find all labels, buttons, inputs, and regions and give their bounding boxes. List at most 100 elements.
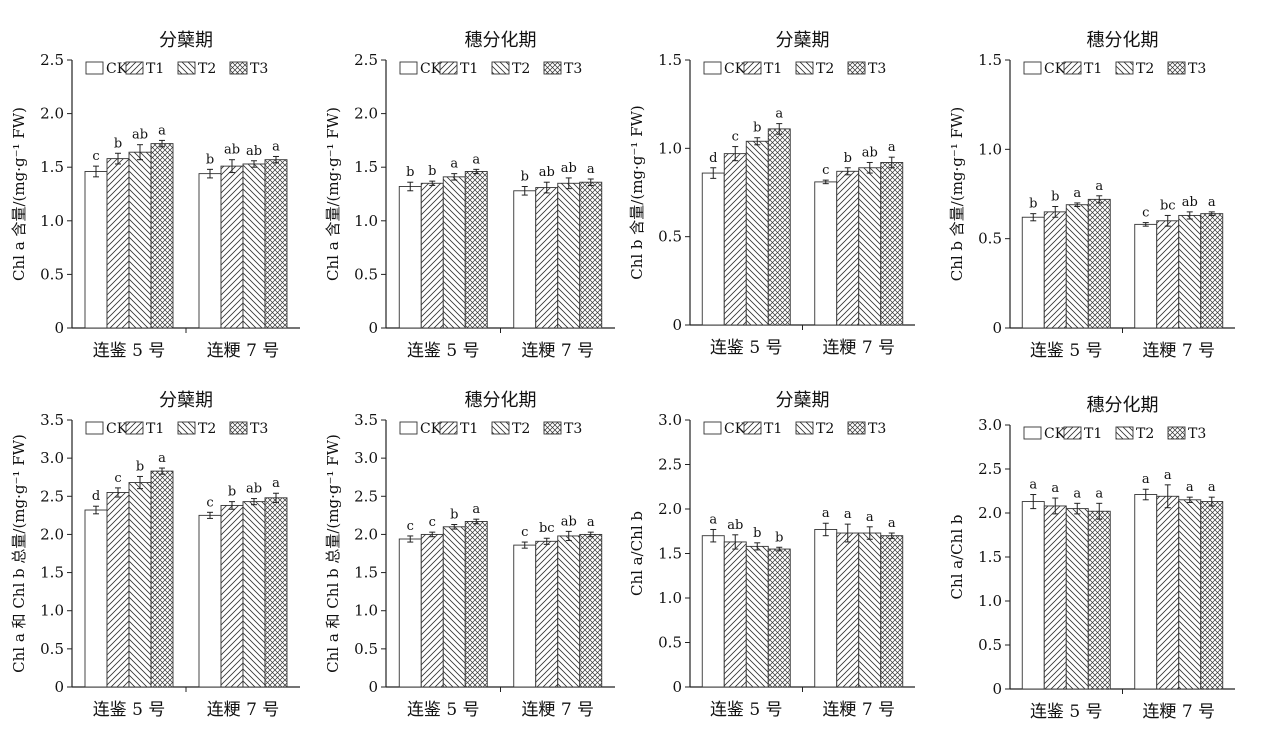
y-tick-label: 1.5 <box>658 51 682 69</box>
y-tick-label: 0 <box>992 680 1002 698</box>
x-tick-label: 连鉴 5 号 <box>93 700 166 720</box>
significance-label: a <box>450 157 458 172</box>
significance-label: a <box>1142 472 1150 487</box>
significance-label: ab <box>246 482 262 497</box>
significance-label: b <box>136 459 144 474</box>
y-tick-label: 1.5 <box>40 158 64 176</box>
y-tick-label: 1.0 <box>658 589 682 607</box>
bar-t2 <box>1178 499 1202 690</box>
y-tick-label: 0.5 <box>658 634 682 652</box>
legend-swatch-t1 <box>125 61 144 75</box>
legend-label-t2: T2 <box>198 421 216 437</box>
y-tick-label: 2.5 <box>354 51 378 69</box>
y-tick-label: 0.5 <box>354 265 378 283</box>
y-axis-label: Chl a/Chl b <box>948 514 966 599</box>
legend-label-t2: T2 <box>1136 61 1154 77</box>
significance-label: b <box>406 165 414 180</box>
chart-title: 穗分化期 <box>1087 30 1159 51</box>
y-tick-label: 1.5 <box>354 564 378 582</box>
bar-t1 <box>106 492 130 688</box>
y-tick-label: 2.0 <box>658 500 682 518</box>
legend-swatch-ck <box>703 421 722 435</box>
significance-label: c <box>407 519 414 534</box>
bar-t3 <box>880 535 904 688</box>
legend: CK T1 T2 T3 <box>399 421 582 437</box>
legend-swatch-t1 <box>743 61 762 75</box>
chart-panel-8: 穗分化期 Chl a/Chl b 0 0.5 1.0 1.5 2.0 2.5 3.0 连鉴 5 号… <box>948 395 1235 722</box>
significance-label: b <box>114 136 122 151</box>
significance-label: bc <box>539 521 555 536</box>
bar-t3 <box>767 128 791 326</box>
legend: CK T1 T2 T3 <box>85 61 268 77</box>
bar-t2 <box>1065 508 1089 690</box>
legend-swatch-t2 <box>491 421 510 435</box>
y-tick-label: 1.0 <box>658 139 682 157</box>
legend-label-t3: T3 <box>868 421 886 437</box>
significance-label: a <box>1095 486 1103 501</box>
bar-t1 <box>106 158 130 329</box>
legend-swatch-t3 <box>1167 61 1186 75</box>
legend-label-t2: T2 <box>198 61 216 77</box>
x-tick-label: 连粳 7 号 <box>521 700 594 720</box>
legend-swatch-ck <box>399 61 418 75</box>
y-tick-label: 1.0 <box>40 602 64 620</box>
legend-swatch-t3 <box>847 421 866 435</box>
bar-t1 <box>723 541 747 688</box>
bar-t2 <box>128 482 152 688</box>
bar-ck <box>701 535 725 688</box>
significance-label: a <box>844 507 852 522</box>
significance-label: b <box>206 152 214 167</box>
bar-t3 <box>264 159 288 329</box>
significance-label: a <box>888 516 896 531</box>
bar-ck <box>84 509 108 688</box>
legend-label-ck: CK <box>724 421 746 437</box>
bar-ck <box>1134 494 1158 690</box>
legend: CK T1 T2 T3 <box>1023 61 1206 77</box>
y-tick-label: 0 <box>54 319 64 337</box>
y-tick-label: 2.5 <box>40 51 64 69</box>
bar-t2 <box>442 526 466 688</box>
significance-label: a <box>1095 179 1103 194</box>
legend-swatch-t2 <box>1115 61 1134 75</box>
legend-label-t3: T3 <box>250 61 268 77</box>
legend-swatch-t1 <box>125 421 144 435</box>
y-tick-label: 2.5 <box>658 456 682 474</box>
y-tick-label: 3.0 <box>354 449 378 467</box>
significance-label: a <box>587 162 595 177</box>
bar-t3 <box>1200 213 1224 329</box>
chart-title: 分蘖期 <box>159 390 213 411</box>
significance-label: a <box>158 123 166 138</box>
significance-label: ab <box>561 161 577 176</box>
legend-swatch-t2 <box>795 61 814 75</box>
y-tick-label: 1.0 <box>354 212 378 230</box>
y-tick-label: 0.5 <box>978 230 1002 248</box>
y-tick-label: 2.5 <box>354 487 378 505</box>
significance-label: b <box>228 485 236 500</box>
bar-t1 <box>836 532 860 688</box>
chart-title: 穗分化期 <box>465 30 537 51</box>
legend-label-t3: T3 <box>250 421 268 437</box>
bar-t2 <box>557 535 581 688</box>
y-tick-label: 2.5 <box>40 487 64 505</box>
bar-ck <box>513 544 537 688</box>
bar-ck <box>84 171 108 329</box>
y-tick-label: 2.0 <box>354 525 378 543</box>
legend: CK T1 T2 T3 <box>1023 426 1206 442</box>
legend-swatch-ck <box>399 421 418 435</box>
bar-t1 <box>1156 495 1180 690</box>
legend-label-t3: T3 <box>564 421 582 437</box>
bar-t3 <box>579 533 603 688</box>
legend-label-t1: T1 <box>460 421 478 437</box>
significance-label: ab <box>246 144 262 159</box>
legend-swatch-t2 <box>1115 426 1134 440</box>
bar-t1 <box>1043 505 1067 690</box>
legend-label-t2: T2 <box>512 421 530 437</box>
y-tick-label: 2.5 <box>978 460 1002 478</box>
legend-swatch-ck <box>85 421 104 435</box>
bar-ck <box>198 173 222 329</box>
legend-label-t2: T2 <box>1136 426 1154 442</box>
legend-label-t2: T2 <box>816 61 834 77</box>
legend-label-t3: T3 <box>1188 61 1206 77</box>
legend-swatch-t1 <box>743 421 762 435</box>
bar-t2 <box>745 140 769 326</box>
